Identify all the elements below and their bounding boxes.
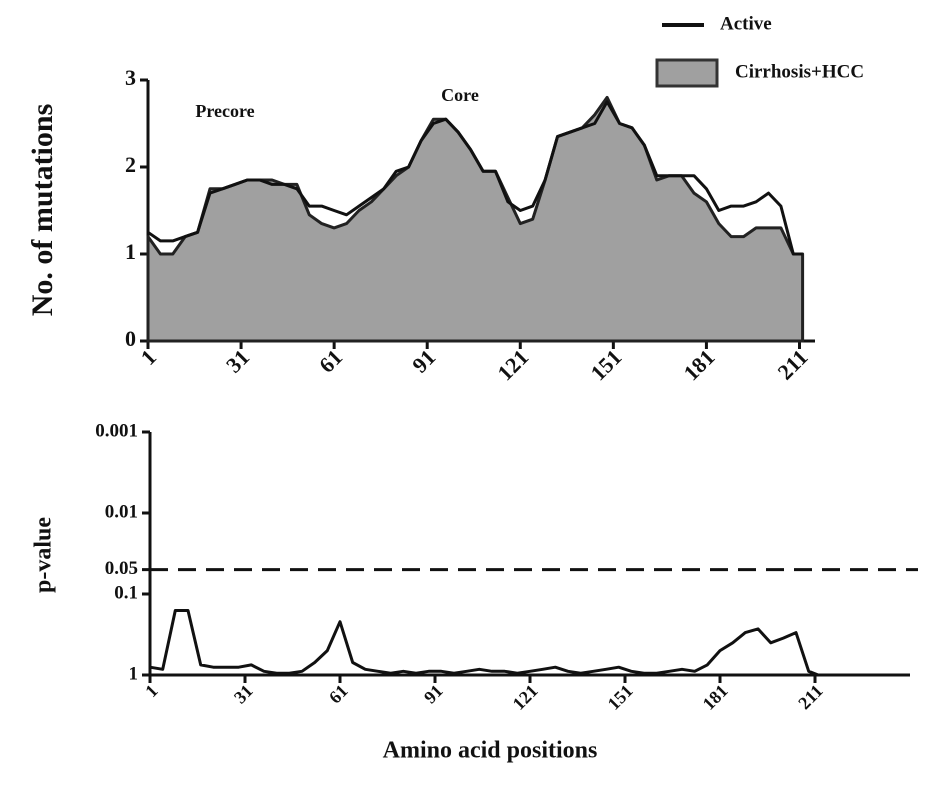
x-tick-label: 181 <box>679 344 720 385</box>
x-tick-label: 91 <box>420 681 447 708</box>
x-tick-label: 31 <box>221 344 254 377</box>
x-tick-label: 31 <box>230 681 257 708</box>
y-axis-label: No. of mutations <box>26 104 59 317</box>
x-tick-label: 151 <box>585 344 626 385</box>
x-tick-label: 61 <box>325 681 352 708</box>
y-tick-label: 2 <box>125 152 136 177</box>
y-axis-label: p-value <box>31 517 57 593</box>
x-axis-label: Amino acid positions <box>383 738 598 764</box>
legend-label: Cirrhosis+HCC <box>735 61 864 82</box>
y-tick-label: 3 <box>125 65 136 90</box>
y-tick-label: 0.001 <box>95 420 138 441</box>
x-tick-label: 121 <box>509 681 542 714</box>
x-tick-label: 211 <box>772 344 812 384</box>
x-tick-label: 121 <box>492 344 533 385</box>
legend-label: Active <box>720 13 772 34</box>
y-tick-label: 0 <box>125 326 136 351</box>
x-tick-label: 91 <box>407 344 440 377</box>
y-tick-label: 0.01 <box>105 501 138 522</box>
annotation: Precore <box>195 101 254 121</box>
y-tick-label: 1 <box>125 239 136 264</box>
y-tick-label: 0.1 <box>114 582 138 603</box>
area <box>146 95 805 343</box>
x-tick-label: 61 <box>314 344 347 377</box>
legend-swatch <box>655 58 719 88</box>
annotation: Core <box>441 85 479 105</box>
line <box>149 609 819 677</box>
line <box>147 100 803 256</box>
x-tick-label: 151 <box>604 681 637 714</box>
y-tick-label: 0.05 <box>105 558 138 579</box>
x-tick-label: 211 <box>794 681 827 714</box>
x-tick-label: 1 <box>141 681 162 702</box>
x-tick-label: 181 <box>699 681 732 714</box>
y-tick-label: 1 <box>129 663 139 684</box>
